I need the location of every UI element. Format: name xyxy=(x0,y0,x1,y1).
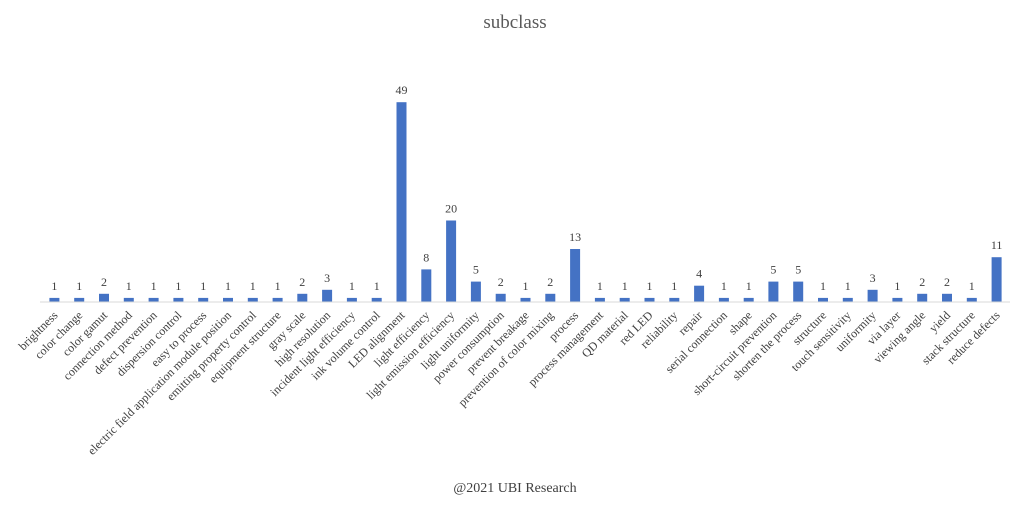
bar-20 xyxy=(545,293,556,302)
bar-38 xyxy=(991,257,1002,302)
value-label-18: 2 xyxy=(498,275,504,289)
bar-15 xyxy=(421,269,432,302)
bar-19 xyxy=(520,297,531,302)
value-label-1: 1 xyxy=(76,279,82,293)
bar-30 xyxy=(793,281,804,302)
value-label-12: 1 xyxy=(349,279,355,293)
bar-6 xyxy=(198,297,209,302)
value-label-23: 1 xyxy=(622,279,628,293)
value-label-35: 2 xyxy=(919,275,925,289)
value-label-32: 1 xyxy=(845,279,851,293)
value-label-22: 1 xyxy=(597,279,603,293)
bar-27 xyxy=(718,297,729,302)
value-label-13: 1 xyxy=(374,279,380,293)
bar-37 xyxy=(966,297,977,302)
value-label-5: 1 xyxy=(175,279,181,293)
value-label-4: 1 xyxy=(151,279,157,293)
bar-1 xyxy=(74,297,85,302)
bar-25 xyxy=(669,297,680,302)
value-label-16: 20 xyxy=(445,202,457,216)
bar-26 xyxy=(694,285,705,302)
value-label-10: 2 xyxy=(299,275,305,289)
value-label-17: 5 xyxy=(473,263,479,277)
value-label-8: 1 xyxy=(250,279,256,293)
value-label-30: 5 xyxy=(795,263,801,277)
value-label-24: 1 xyxy=(647,279,653,293)
value-label-21: 13 xyxy=(569,230,581,244)
bar-36 xyxy=(942,293,952,302)
value-label-31: 1 xyxy=(820,279,826,293)
footer-credit: @2021 UBI Research xyxy=(453,481,576,496)
value-label-19: 1 xyxy=(523,279,529,293)
chart-title: subclass xyxy=(483,12,546,33)
value-label-27: 1 xyxy=(721,279,727,293)
bar-35 xyxy=(917,293,928,302)
bar-33 xyxy=(867,289,878,302)
bar-23 xyxy=(619,297,630,302)
value-label-36: 2 xyxy=(944,275,950,289)
bar-29 xyxy=(768,281,779,302)
bar-9 xyxy=(272,297,283,302)
bar-8 xyxy=(247,297,258,302)
bar-11 xyxy=(322,289,333,302)
value-label-14: 49 xyxy=(396,83,408,97)
value-label-11: 3 xyxy=(324,271,330,285)
bar-32 xyxy=(842,297,853,302)
bar-12 xyxy=(346,297,357,302)
value-label-37: 1 xyxy=(969,279,975,293)
value-label-25: 1 xyxy=(671,279,677,293)
bar-13 xyxy=(371,297,382,302)
value-label-9: 1 xyxy=(275,279,281,293)
bar-17 xyxy=(470,281,481,302)
value-label-6: 1 xyxy=(200,279,206,293)
value-label-26: 4 xyxy=(696,267,702,281)
bar-21 xyxy=(570,249,581,302)
bar-31 xyxy=(818,297,828,302)
bar-16 xyxy=(446,220,457,302)
value-label-38: 11 xyxy=(991,238,1003,252)
bar-24 xyxy=(644,297,655,302)
value-label-29: 5 xyxy=(770,263,776,277)
bar-10 xyxy=(297,293,308,302)
bar-22 xyxy=(594,297,605,302)
value-label-34: 1 xyxy=(894,279,900,293)
bar-2 xyxy=(99,293,109,302)
value-label-15: 8 xyxy=(423,250,429,264)
value-label-28: 1 xyxy=(746,279,752,293)
value-label-33: 3 xyxy=(870,271,876,285)
bar-3 xyxy=(123,297,134,302)
bar-4 xyxy=(148,297,159,302)
bar-34 xyxy=(892,297,903,302)
bar-18 xyxy=(495,293,506,302)
bar-7 xyxy=(223,297,233,302)
value-label-3: 1 xyxy=(126,279,132,293)
value-label-20: 2 xyxy=(547,275,553,289)
value-label-7: 1 xyxy=(225,279,231,293)
bar-14 xyxy=(396,102,407,302)
bar-28 xyxy=(743,297,754,302)
bars-group xyxy=(49,102,1002,302)
value-label-2: 2 xyxy=(101,275,107,289)
bar-0 xyxy=(49,297,60,302)
bar-5 xyxy=(173,297,184,302)
value-label-0: 1 xyxy=(51,279,57,293)
